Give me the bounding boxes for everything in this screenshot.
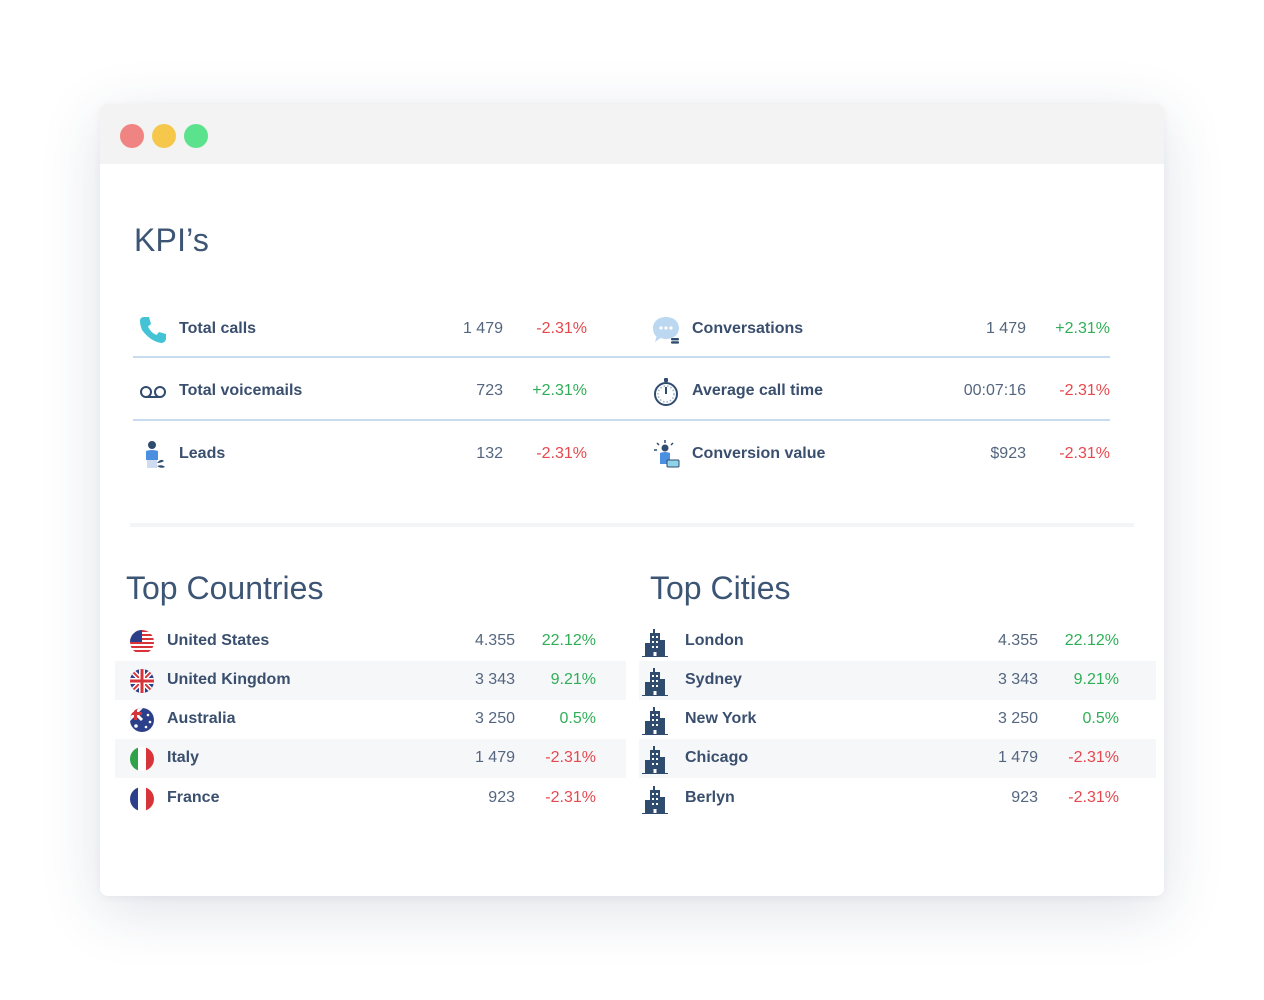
country-value: 923 xyxy=(488,789,515,806)
top-cities-title: Top Cities xyxy=(650,570,791,606)
kpi-value: 1 479 xyxy=(462,320,503,337)
lead-person-icon xyxy=(137,439,169,471)
city-building-icon xyxy=(642,666,668,697)
app-window: KPI’s Total calls 1 479 -2.31% Conversat… xyxy=(100,104,1164,896)
country-pct: -2.31% xyxy=(545,789,596,806)
kpi-label: Total calls xyxy=(179,320,257,337)
city-value: 923 xyxy=(1011,789,1038,806)
voicemail-icon xyxy=(137,376,169,408)
country-value: 3 250 xyxy=(474,710,515,727)
city-pct: 0.5% xyxy=(1082,710,1119,727)
country-value: 4.355 xyxy=(474,632,515,649)
kpi-value: 723 xyxy=(476,382,503,399)
kpi-value: 1 479 xyxy=(985,320,1026,337)
city-value: 4.355 xyxy=(997,632,1038,649)
city-name: Sydney xyxy=(685,671,742,688)
city-building-icon xyxy=(642,627,668,658)
kpi-leads[interactable]: Leads 132 -2.31% xyxy=(133,425,593,487)
city-building-icon xyxy=(642,705,668,736)
kpi-label: Average call time xyxy=(692,382,824,399)
country-row[interactable]: United Kingdom 3 343 9.21% xyxy=(115,661,626,700)
kpi-conversations[interactable]: Conversations 1 479 +2.31% xyxy=(646,300,1110,362)
kpi-value: 132 xyxy=(476,445,503,462)
section-divider xyxy=(130,523,1134,527)
city-row[interactable]: New York 3 250 0.5% xyxy=(639,700,1156,739)
uk-flag-icon xyxy=(129,668,155,694)
kpi-delta: -2.31% xyxy=(536,445,587,462)
city-name: New York xyxy=(685,710,757,727)
kpi-delta: +2.31% xyxy=(1055,320,1110,337)
city-pct: -2.31% xyxy=(1068,789,1119,806)
country-pct: 22.12% xyxy=(541,632,596,649)
italy-flag-icon xyxy=(129,746,155,772)
country-name: France xyxy=(167,789,220,806)
country-pct: 9.21% xyxy=(550,671,596,688)
minimize-window-button[interactable] xyxy=(152,124,176,148)
close-window-button[interactable] xyxy=(120,124,144,148)
kpi-delta: -2.31% xyxy=(1059,382,1110,399)
city-value: 3 343 xyxy=(997,671,1038,688)
city-building-icon xyxy=(642,744,668,775)
country-name: United Kingdom xyxy=(167,671,291,688)
country-row[interactable]: Australia 3 250 0.5% xyxy=(115,700,626,739)
country-name: United States xyxy=(167,632,270,649)
phone-icon xyxy=(137,314,169,346)
kpi-total-voicemails[interactable]: Total voicemails 723 +2.31% xyxy=(133,362,593,424)
kpi-label: Total voicemails xyxy=(179,382,303,399)
city-value: 1 479 xyxy=(997,749,1038,766)
kpi-delta: -2.31% xyxy=(536,320,587,337)
australia-flag-icon xyxy=(129,707,155,733)
kpi-value: 00:07:16 xyxy=(963,382,1026,399)
country-row[interactable]: United States 4.355 22.12% xyxy=(115,622,626,661)
kpi-average-call-time[interactable]: Average call time 00:07:16 -2.31% xyxy=(646,362,1110,424)
kpi-label: Conversations xyxy=(692,320,804,337)
kpi-label: Leads xyxy=(179,445,226,462)
kpi-divider xyxy=(133,419,1110,421)
city-value: 3 250 xyxy=(997,710,1038,727)
kpi-label: Conversion value xyxy=(692,445,826,462)
city-building-icon xyxy=(642,784,668,815)
kpi-title: KPI’s xyxy=(134,222,210,258)
kpi-delta: +2.31% xyxy=(532,382,587,399)
stopwatch-icon xyxy=(650,376,682,408)
country-value: 3 343 xyxy=(474,671,515,688)
city-pct: 22.12% xyxy=(1064,632,1119,649)
window-titlebar xyxy=(100,104,1164,164)
us-flag-icon xyxy=(129,629,155,655)
city-row[interactable]: Berlyn 923 -2.31% xyxy=(639,779,1156,818)
top-countries-title: Top Countries xyxy=(126,570,324,606)
kpi-value: $923 xyxy=(990,445,1026,462)
city-name: Berlyn xyxy=(685,789,735,806)
france-flag-icon xyxy=(129,786,155,812)
city-pct: 9.21% xyxy=(1073,671,1119,688)
country-pct: 0.5% xyxy=(559,710,596,727)
city-name: Chicago xyxy=(685,749,749,766)
city-row[interactable]: London 4.355 22.12% xyxy=(639,622,1156,661)
kpi-conversion-value[interactable]: Conversion value $923 -2.31% xyxy=(646,425,1110,487)
city-row[interactable]: Chicago 1 479 -2.31% xyxy=(639,739,1156,778)
country-value: 1 479 xyxy=(474,749,515,766)
conversion-person-icon xyxy=(650,439,682,471)
chat-bubble-icon xyxy=(650,314,682,346)
city-name: London xyxy=(685,632,744,649)
country-name: Australia xyxy=(167,710,236,727)
country-pct: -2.31% xyxy=(545,749,596,766)
kpi-divider xyxy=(133,356,1110,358)
country-row[interactable]: France 923 -2.31% xyxy=(115,779,626,818)
city-row[interactable]: Sydney 3 343 9.21% xyxy=(639,661,1156,700)
country-row[interactable]: Italy 1 479 -2.31% xyxy=(115,739,626,778)
country-name: Italy xyxy=(167,749,200,766)
city-pct: -2.31% xyxy=(1068,749,1119,766)
kpi-delta: -2.31% xyxy=(1059,445,1110,462)
kpi-total-calls[interactable]: Total calls 1 479 -2.31% xyxy=(133,300,593,362)
maximize-window-button[interactable] xyxy=(184,124,208,148)
